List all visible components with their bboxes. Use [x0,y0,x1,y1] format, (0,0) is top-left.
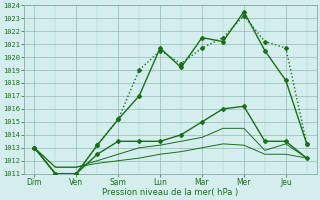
X-axis label: Pression niveau de la mer( hPa ): Pression niveau de la mer( hPa ) [102,188,239,197]
